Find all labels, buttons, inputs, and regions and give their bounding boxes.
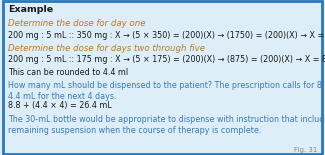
Text: 200 mg : 5 mL :: 350 mg : X → (5 × 350) = (200)(X) → (1750) = (200)(X) → X = 175: 200 mg : 5 mL :: 350 mg : X → (5 × 350) …: [8, 31, 325, 40]
Text: Fig. 31: Fig. 31: [293, 147, 317, 153]
Text: The 30-mL bottle would be appropriate to dispense with instruction that include : The 30-mL bottle would be appropriate to…: [8, 115, 325, 135]
FancyBboxPatch shape: [3, 1, 322, 154]
Text: Determine the dose for day one: Determine the dose for day one: [8, 19, 146, 28]
Text: This can be rounded to 4.4 ml: This can be rounded to 4.4 ml: [8, 68, 128, 77]
Text: How many mL should be dispensed to the patient? The prescription calls for 8.8 m: How many mL should be dispensed to the p…: [8, 81, 325, 101]
Text: Determine the dose for days two through five: Determine the dose for days two through …: [8, 44, 205, 53]
Text: Example: Example: [8, 5, 53, 14]
Text: 8.8 + (4.4 × 4) = 26.4 mL: 8.8 + (4.4 × 4) = 26.4 mL: [8, 101, 112, 110]
Text: 200 mg : 5 mL :: 175 mg : X → (5 × 175) = (200)(X) → (875) = (200)(X) → X = 875 : 200 mg : 5 mL :: 175 mg : X → (5 × 175) …: [8, 55, 325, 64]
